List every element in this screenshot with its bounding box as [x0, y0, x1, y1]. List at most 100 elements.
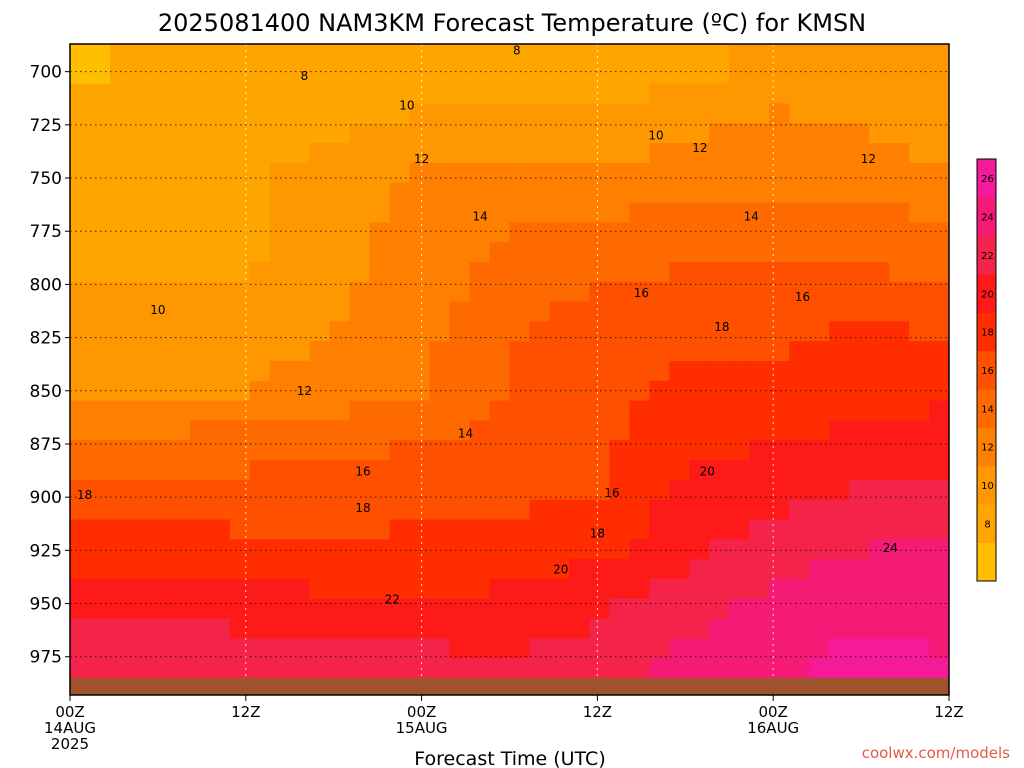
temperature-cell	[449, 44, 471, 65]
temperature-cell	[329, 420, 351, 441]
temperature-cell	[129, 83, 151, 105]
temperature-cell	[569, 380, 591, 402]
temperature-cell	[329, 123, 351, 144]
temperature-cell	[169, 400, 191, 422]
temperature-cell	[929, 83, 949, 105]
contour-label: 14	[458, 426, 473, 440]
temperature-cell	[229, 618, 251, 639]
contour-label: 10	[399, 99, 414, 113]
temperature-cell	[309, 618, 331, 639]
temperature-cell	[829, 103, 850, 124]
temperature-cell	[429, 222, 451, 243]
temperature-cell	[229, 658, 251, 678]
temperature-cell	[429, 539, 451, 560]
temperature-cell	[149, 242, 171, 263]
temperature-cell	[809, 479, 830, 501]
temperature-cell	[229, 83, 251, 105]
temperature-cell	[649, 63, 670, 85]
temperature-cell	[149, 301, 171, 322]
temperature-cell	[229, 539, 251, 560]
temperature-cell	[669, 638, 690, 659]
temperature-cell	[329, 202, 351, 223]
temperature-cell	[70, 400, 91, 422]
temperature-cell	[649, 261, 670, 283]
temperature-cell	[629, 202, 650, 223]
temperature-cell	[549, 539, 571, 560]
temperature-cell	[149, 83, 171, 105]
temperature-cell	[89, 281, 111, 303]
temperature-cell	[469, 618, 491, 639]
temperature-cell	[229, 321, 251, 342]
temperature-cell	[669, 499, 690, 521]
temperature-cell	[729, 261, 750, 283]
temperature-cell	[89, 123, 111, 144]
temperature-cell	[409, 499, 431, 521]
temperature-cell	[269, 321, 291, 342]
temperature-cell	[849, 222, 870, 243]
temperature-cell	[109, 400, 131, 422]
temperature-cell	[449, 499, 471, 521]
temperature-cell	[249, 559, 271, 580]
temperature-cell	[549, 63, 571, 85]
temperature-cell	[149, 618, 171, 639]
temperature-cell	[229, 361, 251, 382]
temperature-cell	[109, 242, 131, 263]
temperature-cell	[369, 638, 391, 659]
temperature-cell	[689, 499, 710, 521]
temperature-cell	[389, 182, 411, 204]
temperature-cell	[309, 361, 331, 382]
temperature-cell	[70, 261, 91, 283]
temperature-cell	[249, 301, 271, 322]
temperature-cell	[729, 499, 750, 521]
temperature-cell	[589, 519, 610, 540]
temperature-cell	[109, 361, 131, 382]
temperature-cell	[309, 479, 331, 501]
temperature-cell	[429, 440, 451, 461]
temperature-cell	[809, 222, 830, 243]
temperature-cell	[289, 598, 311, 620]
temperature-cell	[849, 143, 870, 164]
temperature-cell	[889, 380, 910, 402]
temperature-cell	[89, 539, 111, 560]
temperature-cell	[369, 182, 391, 204]
temperature-cell	[489, 440, 511, 461]
temperature-cell	[209, 301, 231, 322]
temperature-cell	[469, 440, 491, 461]
temperature-cell	[569, 281, 591, 303]
temperature-cell	[669, 222, 690, 243]
temperature-cell	[749, 103, 770, 124]
temperature-cell	[409, 380, 431, 402]
temperature-cell	[569, 460, 591, 481]
temperature-cell	[749, 143, 770, 164]
temperature-cell	[589, 578, 610, 600]
temperature-cell	[729, 63, 750, 85]
temperature-cell	[709, 123, 730, 144]
temperature-cell	[70, 361, 91, 382]
temperature-cell	[929, 578, 949, 600]
temperature-cell	[489, 202, 511, 223]
temperature-cell	[589, 420, 610, 441]
temperature-cell	[629, 242, 650, 263]
temperature-cell	[129, 638, 151, 659]
temperature-cell	[389, 261, 411, 283]
temperature-cell	[629, 598, 650, 620]
temperature-cell	[70, 618, 91, 639]
temperature-cell	[769, 261, 790, 283]
temperature-cell	[469, 499, 491, 521]
temperature-cell	[209, 400, 231, 422]
temperature-cell	[449, 182, 471, 204]
temperature-cell	[229, 162, 251, 184]
temperature-cell	[349, 440, 371, 461]
temperature-cell	[829, 162, 850, 184]
temperature-cell	[489, 321, 511, 342]
temperature-field	[70, 44, 949, 678]
temperature-cell	[929, 301, 949, 322]
temperature-cell	[149, 638, 171, 659]
temperature-cell	[929, 519, 949, 540]
temperature-cell	[689, 44, 710, 65]
temperature-cell	[569, 202, 591, 223]
temperature-cell	[189, 460, 211, 481]
temperature-cell	[129, 559, 151, 580]
temperature-cell	[109, 63, 131, 85]
temperature-cell	[429, 559, 451, 580]
